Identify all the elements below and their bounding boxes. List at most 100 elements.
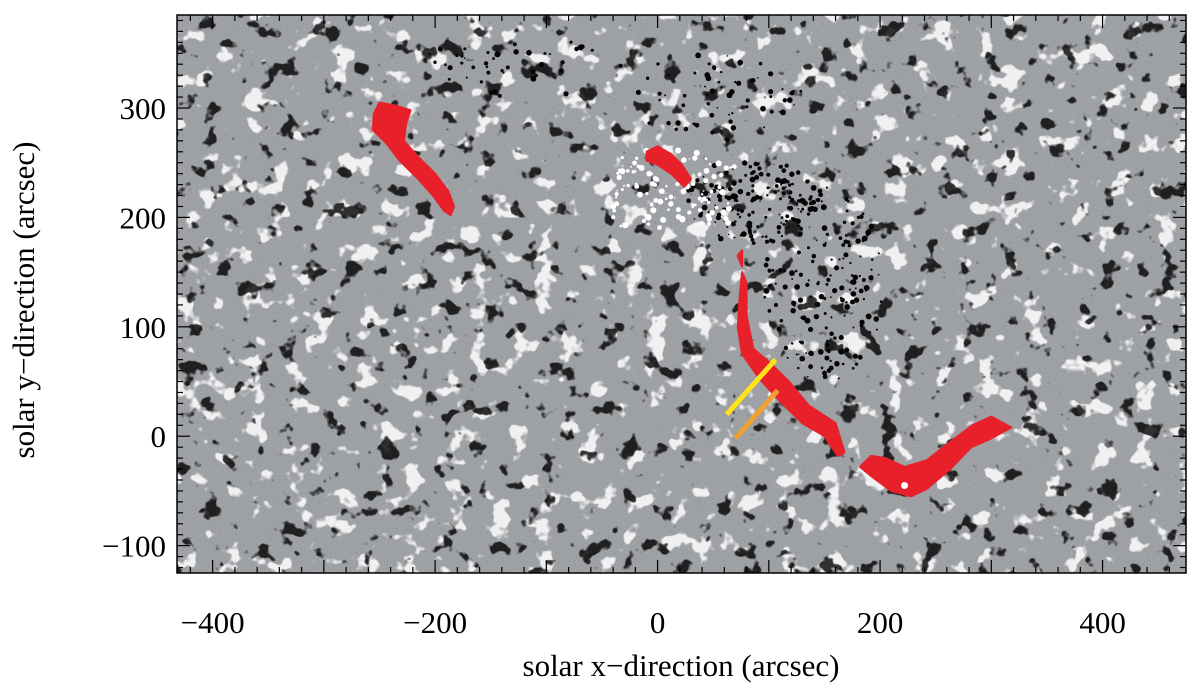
negative-flux-speck: [820, 200, 823, 203]
positive-flux-speck: [715, 160, 722, 167]
negative-flux-speck: [736, 80, 742, 86]
positive-flux-speck: [649, 180, 656, 187]
negative-flux-speck: [854, 362, 859, 366]
positive-flux-speck: [706, 213, 712, 219]
negative-flux-speck: [724, 195, 729, 199]
negative-flux-speck: [877, 273, 880, 276]
negative-flux-speck: [838, 335, 844, 341]
negative-flux-speck: [853, 297, 860, 303]
negative-flux-speck: [775, 177, 781, 183]
negative-flux-speck: [765, 257, 770, 262]
negative-flux-speck: [548, 52, 552, 56]
negative-flux-speck: [704, 85, 706, 88]
negative-flux-speck: [766, 186, 770, 190]
negative-flux-speck: [471, 65, 476, 70]
negative-flux-speck: [706, 101, 711, 106]
positive-flux-speck: [651, 202, 654, 204]
positive-flux-speck: [660, 216, 667, 223]
positive-flux-speck: [611, 215, 616, 220]
positive-flux-speck: [692, 155, 698, 161]
negative-flux-speck: [702, 175, 705, 178]
negative-flux-speck: [817, 188, 823, 194]
positive-flux-speck: [714, 205, 719, 210]
negative-flux-speck: [731, 111, 734, 115]
positive-flux-speck: [615, 196, 618, 199]
y-axis-title: solar y−direction (arcsec): [6, 142, 41, 459]
negative-flux-speck: [778, 111, 781, 113]
negative-flux-speck: [778, 213, 781, 216]
negative-flux-speck: [692, 122, 696, 126]
negative-flux-speck: [797, 224, 800, 227]
negative-flux-speck: [848, 288, 851, 291]
positive-flux-speck: [646, 222, 651, 226]
positive-flux-speck: [612, 208, 616, 213]
positive-flux-speck: [709, 189, 714, 194]
negative-flux-speck: [795, 218, 801, 224]
negative-flux-speck: [841, 243, 846, 247]
negative-flux-speck: [749, 233, 754, 239]
negative-flux-speck: [730, 125, 737, 131]
negative-flux-speck: [785, 219, 788, 223]
positive-flux-speck: [723, 165, 730, 171]
negative-flux-speck: [873, 316, 880, 322]
negative-flux-speck: [709, 88, 715, 94]
negative-flux-speck: [720, 86, 723, 89]
negative-flux-speck: [836, 230, 838, 233]
negative-flux-speck: [863, 285, 870, 291]
negative-flux-speck: [764, 235, 768, 239]
negative-flux-speck: [447, 65, 453, 71]
negative-flux-speck: [785, 214, 790, 219]
negative-flux-speck: [726, 225, 729, 228]
negative-polarity-patches: [177, 15, 1186, 573]
negative-flux-speck: [818, 293, 825, 300]
negative-flux-speck: [820, 366, 824, 370]
negative-flux-speck: [486, 50, 490, 55]
positive-flux-speck: [641, 218, 647, 224]
negative-flux-speck: [658, 98, 661, 102]
negative-flux-speck: [764, 262, 768, 266]
negative-flux-speck: [580, 44, 585, 49]
negative-flux-speck: [767, 207, 772, 212]
negative-flux-speck: [486, 70, 491, 75]
positive-flux-speck: [653, 197, 659, 203]
y-tick-labels: −100 0 100 200 300: [102, 91, 166, 564]
negative-flux-speck: [761, 235, 764, 239]
negative-flux-speck: [788, 195, 792, 199]
negative-flux-speck: [864, 290, 867, 292]
negative-flux-speck: [763, 288, 770, 294]
negative-flux-speck: [790, 342, 794, 345]
negative-flux-speck: [485, 65, 489, 69]
negative-flux-speck: [720, 131, 723, 134]
positive-flux-speck: [699, 222, 703, 226]
negative-flux-speck: [798, 231, 803, 237]
negative-flux-speck: [764, 215, 768, 219]
negative-flux-speck: [714, 204, 717, 207]
negative-flux-speck: [823, 312, 827, 316]
negative-flux-speck: [745, 98, 750, 103]
positive-flux-speck: [626, 183, 630, 188]
positive-flux-speck: [688, 157, 691, 160]
negative-flux-speck: [799, 210, 803, 213]
negative-flux-speck: [788, 205, 794, 211]
negative-flux-speck: [844, 197, 849, 202]
negative-flux-speck: [837, 377, 840, 380]
negative-flux-speck: [808, 326, 814, 333]
positive-flux-speck: [732, 164, 737, 169]
negative-flux-speck: [795, 202, 798, 205]
negative-flux-speck: [826, 339, 829, 343]
negative-flux-speck: [749, 176, 756, 183]
positive-flux-speck: [675, 147, 682, 154]
negative-flux-speck: [460, 54, 464, 58]
negative-flux-speck: [560, 60, 565, 65]
negative-flux-speck: [674, 127, 678, 131]
negative-flux-speck: [825, 232, 830, 237]
positive-flux-speck: [667, 208, 670, 211]
negative-flux-speck: [805, 352, 808, 354]
negative-flux-speck: [707, 211, 711, 214]
negative-flux-speck: [806, 246, 811, 250]
negative-flux-speck: [771, 268, 775, 272]
negative-flux-speck: [513, 49, 519, 55]
positive-flux-speck: [645, 191, 649, 196]
negative-flux-speck: [852, 274, 859, 281]
